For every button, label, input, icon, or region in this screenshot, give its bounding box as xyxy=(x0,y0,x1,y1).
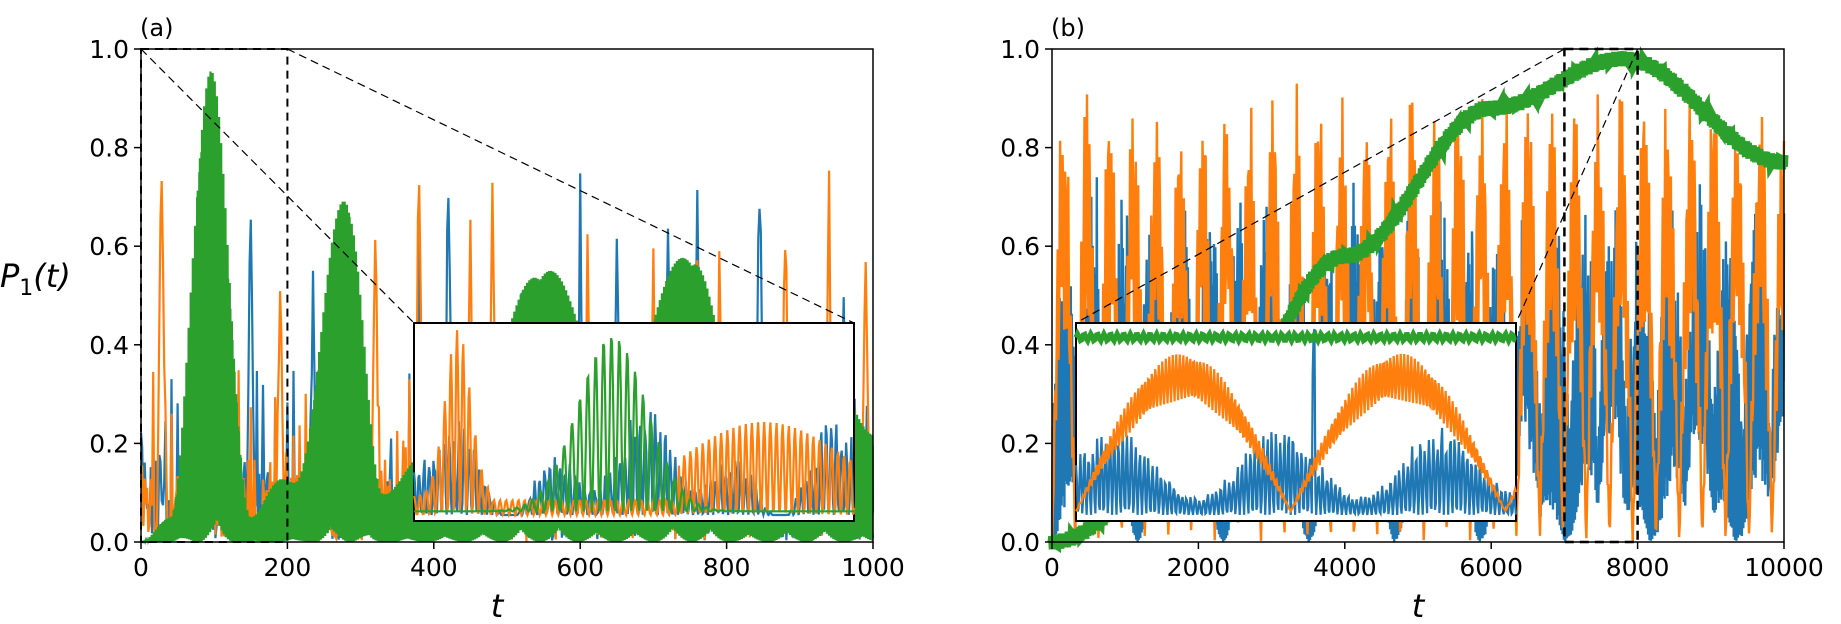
panel-a-label: (a) xyxy=(140,14,173,42)
panel-b-ytick-label: 0.4 xyxy=(1000,331,1040,360)
panel-a-frame xyxy=(140,48,874,543)
panel-b-ytick-label: 1.0 xyxy=(1000,35,1040,64)
panel-a-ytick-label: 0.2 xyxy=(89,429,129,458)
panel-a-xtick-label: 0 xyxy=(133,553,149,582)
ylabel-main: P xyxy=(0,257,20,295)
ylabel-subscript: 1 xyxy=(19,276,33,301)
panel-a-xlabel: t xyxy=(491,587,505,624)
panel-b-xtick-label: 8000 xyxy=(1606,553,1670,582)
panel-a-xtick-label: 200 xyxy=(264,553,312,582)
panel-b-xtick-label: 0 xyxy=(1044,553,1060,582)
panel-a-ylabel: P1(t) xyxy=(0,257,71,301)
panel-b-xtick-label: 6000 xyxy=(1459,553,1523,582)
panel-a-xtick-label: 400 xyxy=(410,553,458,582)
panel-b-label: (b) xyxy=(1051,14,1085,42)
panel-b-ytick-label: 0.6 xyxy=(1000,232,1040,261)
panel-a-ytick-label: 0.6 xyxy=(89,232,129,261)
panel-a-ytick-label: 0.4 xyxy=(89,331,129,360)
zoom-connector-right xyxy=(1515,48,1639,324)
panel-a-xtick-label: 1000 xyxy=(841,553,905,582)
inset-b-blue xyxy=(1074,328,1518,518)
panel-b-xtick-label: 4000 xyxy=(1313,553,1377,582)
inset-b-green xyxy=(1073,327,1517,347)
panel-b-ytick-label: 0.2 xyxy=(1000,429,1040,458)
zoom-connector-left xyxy=(1075,48,1565,324)
panel-b-frame xyxy=(1051,48,1785,543)
inset-a-green xyxy=(414,337,854,516)
panel-a: (a) 0 200 400 600 800 10000.00.20.40.60.81.0 … xyxy=(0,14,905,624)
inset-b-orange xyxy=(1075,353,1518,514)
panel-b-ticks: 0 2000 4000 6000 8000 10000 0.0 0.2 0.4 0.6 0.8 1.0 xyxy=(1000,35,1824,582)
panel-b-xtick-label: 2000 xyxy=(1167,553,1231,582)
panel-a-xtick-label: 800 xyxy=(703,553,751,582)
panel-b-xtick-label: 10000 xyxy=(1744,553,1824,582)
panel-b-ytick-label: 0.8 xyxy=(1000,134,1040,163)
panel-b-xlabel: t xyxy=(1412,587,1426,624)
panel-b: (b) 0 2000 4000 6000 8000 10000 0.0 0.2 0.4 0.6 0.… xyxy=(1000,14,1824,624)
panel-a-ytick-label: 1.0 xyxy=(89,35,129,64)
zoom-connector-right xyxy=(287,48,855,324)
inset-a-orange xyxy=(412,330,856,519)
panel-b-inset xyxy=(1073,322,1518,522)
panel-a-ytick-label: 0.8 xyxy=(89,134,129,163)
panel-a-inset xyxy=(412,322,856,522)
panel-a-xtick-label: 600 xyxy=(556,553,604,582)
panel-b-ytick-label: 0.0 xyxy=(1000,528,1040,557)
panel-a-ticks: 0 200 400 600 800 1000 0.0 0.2 0.4 0.6 0.8 1.0 xyxy=(89,35,905,582)
panel-a-ytick-label: 0.0 xyxy=(89,528,129,557)
ylabel-argument: (t) xyxy=(33,257,71,295)
